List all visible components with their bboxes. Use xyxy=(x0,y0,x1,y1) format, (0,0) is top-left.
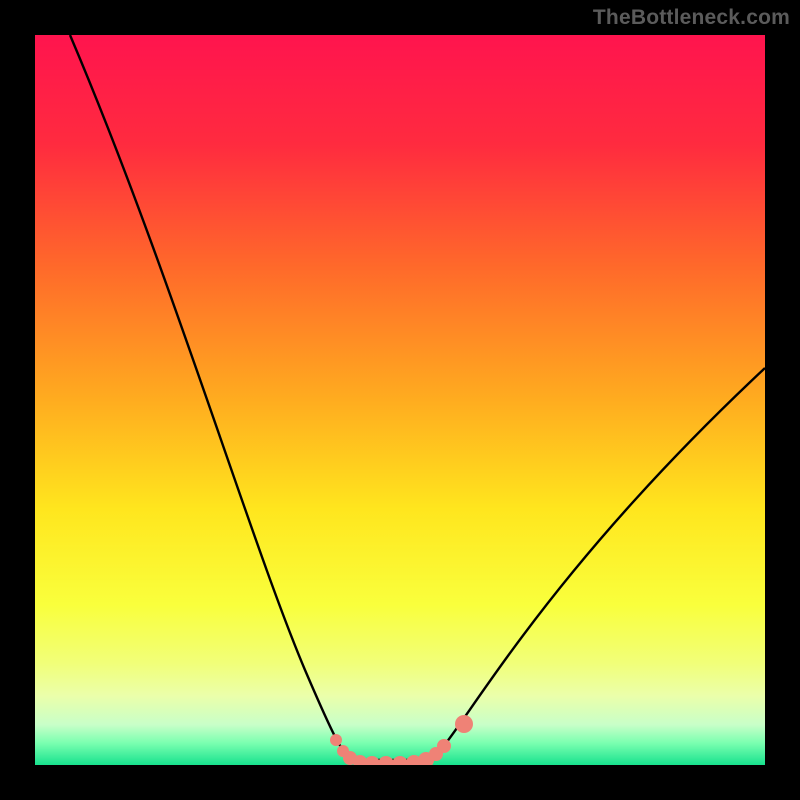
watermark-text: TheBottleneck.com xyxy=(593,6,790,30)
curve-marker xyxy=(437,739,451,753)
bottleneck-chart xyxy=(0,0,800,800)
gradient-background xyxy=(35,35,765,765)
curve-marker xyxy=(330,734,342,746)
chart-canvas: TheBottleneck.com xyxy=(0,0,800,800)
curve-marker xyxy=(455,715,473,733)
